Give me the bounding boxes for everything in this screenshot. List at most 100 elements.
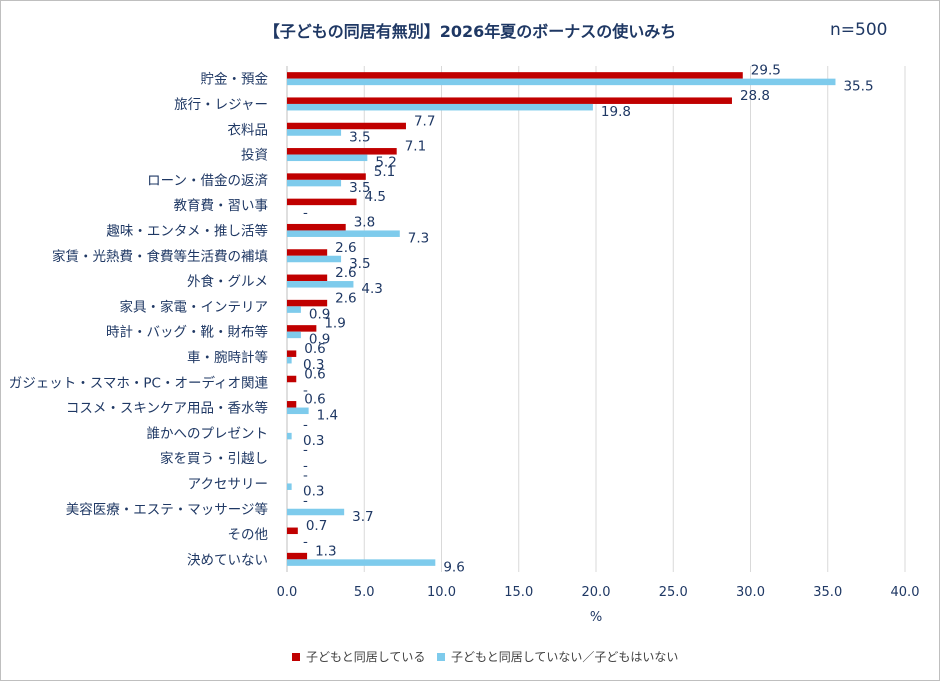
legend-label-series-1: 子どもと同居している — [306, 650, 426, 664]
bar-series-1 — [287, 375, 297, 383]
bar-series-1 — [287, 325, 317, 332]
data-label-series-2: 3.5 — [349, 129, 370, 145]
bar-series-2 — [287, 331, 301, 339]
category-label: 旅行・レジャー — [174, 97, 268, 113]
data-label-series-2: 35.5 — [843, 79, 873, 95]
data-label-series-1: 0.6 — [304, 392, 325, 408]
data-label-series-2: 3.5 — [349, 180, 370, 196]
data-label-series-1: - — [303, 467, 308, 483]
bar-series-1 — [287, 72, 743, 79]
category-label: ガジェット・スマホ・PC・オーディオ関連 — [9, 374, 269, 391]
data-label-series-2: 0.3 — [303, 483, 324, 499]
category-label: 家具・家電・インテリア — [120, 298, 269, 315]
x-tick-label: 0.0 — [277, 585, 298, 600]
data-label-series-1: 1.3 — [315, 543, 336, 559]
bar-series-2 — [287, 154, 368, 162]
sample-size-label: n=500 — [830, 20, 888, 40]
data-label-series-1: 7.1 — [405, 139, 426, 155]
data-label-series-2: 7.3 — [408, 230, 429, 246]
bar-series-1 — [287, 173, 366, 180]
data-label-series-2: 0.9 — [309, 306, 330, 322]
category-label: 時計・バッグ・靴・財布等 — [106, 324, 268, 341]
category-label: ローン・借金の返済 — [147, 173, 268, 189]
bar-series-1 — [287, 299, 328, 307]
data-label-series-1: 4.5 — [365, 189, 386, 205]
x-tick-label: 25.0 — [659, 585, 688, 600]
data-label-series-1: 29.5 — [751, 63, 781, 79]
category-label: 家を買う・引越し — [160, 450, 268, 467]
bar-series-2 — [287, 78, 836, 86]
x-tick-label: 40.0 — [891, 585, 920, 600]
data-label-series-2: - — [303, 205, 308, 221]
bar-series-1 — [287, 249, 328, 256]
data-label-series-2: 0.3 — [303, 357, 324, 373]
category-label: その他 — [228, 527, 269, 543]
x-tick-label: 20.0 — [582, 585, 611, 600]
bar-series-1 — [287, 552, 308, 560]
data-label-series-2: 0.9 — [309, 332, 330, 348]
category-label: 趣味・エンタメ・推し活等 — [106, 222, 268, 239]
data-label-series-1: 0.6 — [304, 366, 325, 382]
x-tick-label: 15.0 — [504, 585, 533, 600]
bar-series-1 — [287, 350, 297, 357]
data-label-series-2: - — [303, 382, 308, 398]
data-label-series-2: 0.3 — [303, 433, 324, 449]
data-label-series-2: 4.3 — [361, 281, 382, 297]
category-label: 美容医療・エステ・マッサージ等 — [66, 501, 268, 518]
category-label: 車・腕時計等 — [187, 349, 268, 366]
data-label-series-1: 0.6 — [304, 341, 325, 357]
data-label-series-1: - — [303, 417, 308, 433]
bar-series-2 — [287, 508, 345, 516]
category-label: 決めていない — [187, 552, 268, 568]
legend-label-series-2: 子どもと同居していない／子どもはいない — [451, 650, 679, 664]
bar-series-2 — [287, 281, 354, 288]
bar-series-2 — [287, 129, 342, 136]
data-label-series-2: - — [303, 458, 308, 474]
bar-series-2 — [287, 483, 292, 490]
bar-series-2 — [287, 432, 292, 440]
x-tick-label: 35.0 — [813, 585, 842, 600]
data-label-series-2: - — [303, 534, 308, 550]
category-label: 家賃・光熱費・食費等生活費の補填 — [52, 248, 268, 265]
data-label-series-2: 19.8 — [601, 104, 631, 120]
data-label-series-1: 1.9 — [324, 316, 345, 332]
data-label-series-1: 0.7 — [306, 518, 327, 534]
x-tick-label: 30.0 — [736, 585, 765, 600]
data-label-series-1: - — [303, 442, 308, 458]
category-label: コスメ・スキンケア用品・香水等 — [66, 400, 268, 417]
data-label-series-2: 3.7 — [352, 509, 373, 525]
bar-series-2 — [287, 407, 309, 415]
bar-series-1 — [287, 122, 406, 130]
bar-series-2 — [287, 103, 593, 111]
chart-title: 【子どもの同居有無別】2026年夏のボーナスの使いみち — [263, 22, 677, 41]
legend-swatch-series-2 — [437, 652, 445, 661]
bar-series-1 — [287, 223, 346, 231]
x-tick-label: 10.0 — [427, 585, 456, 600]
category-label: 誰かへのプレゼント — [147, 426, 269, 442]
data-label-series-1: 2.6 — [335, 265, 356, 281]
data-label-series-1: 7.7 — [414, 113, 435, 129]
category-label: 貯金・預金 — [201, 72, 269, 88]
bar-series-2 — [287, 179, 342, 187]
bar-series-2 — [287, 356, 292, 364]
data-label-series-2: 5.2 — [375, 155, 396, 171]
data-label-series-1: 2.6 — [335, 290, 356, 306]
category-label: アクセサリー — [188, 476, 268, 492]
category-label: 教育費・習い事 — [174, 198, 269, 214]
bar-series-2 — [287, 230, 400, 237]
data-label-series-1: 3.8 — [354, 214, 375, 230]
category-label: 衣料品 — [228, 122, 269, 138]
data-label-series-2: 3.5 — [349, 256, 370, 272]
category-label: 外食・グルメ — [187, 273, 268, 290]
bar-series-2 — [287, 255, 342, 263]
data-label-series-1: - — [303, 493, 308, 509]
legend-item-series-2: 子どもと同居していない／子どもはいない — [437, 648, 678, 665]
legend-item-series-1: 子どもと同居している — [292, 648, 425, 665]
data-label-series-2: 9.6 — [443, 559, 464, 575]
bar-series-1 — [287, 198, 357, 206]
bar-series-2 — [287, 306, 301, 313]
bar-series-1 — [287, 148, 397, 155]
category-label: 投資 — [241, 148, 268, 164]
bar-series-1 — [287, 401, 297, 408]
